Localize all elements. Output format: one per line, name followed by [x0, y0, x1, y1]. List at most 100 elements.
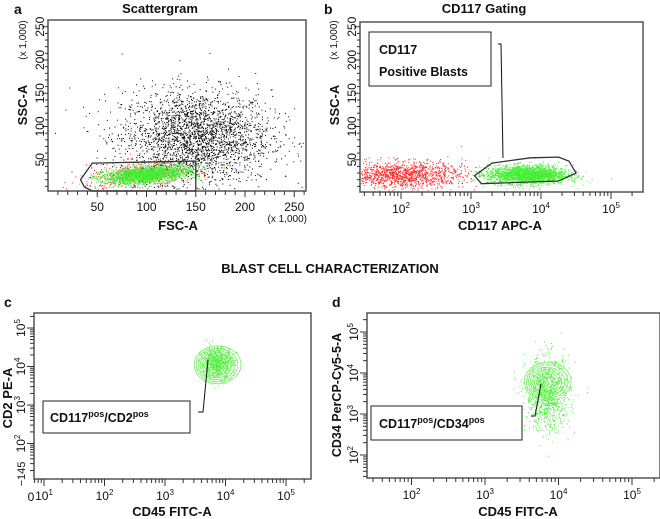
data-point: [221, 164, 223, 166]
data-point: [214, 149, 216, 151]
data-point: [211, 168, 213, 170]
data-point: [136, 159, 138, 161]
data-point: [113, 186, 115, 188]
data-point: [109, 184, 111, 185]
data-point: [199, 130, 201, 132]
data-point: [244, 159, 246, 161]
data-point: [205, 169, 207, 171]
data-point: [215, 136, 217, 138]
data-point: [249, 142, 251, 144]
data-point: [233, 132, 235, 133]
data-point: [196, 99, 198, 101]
data-point: [189, 140, 191, 142]
data-point: [166, 118, 168, 120]
data-point: [213, 139, 215, 141]
data-point: [153, 141, 155, 143]
data-point: [205, 108, 207, 109]
data-point: [285, 120, 287, 122]
data-point: [141, 127, 143, 129]
data-point: [251, 147, 253, 149]
data-point: [146, 145, 148, 147]
data-point: [181, 112, 183, 114]
data-point: [153, 174, 155, 176]
data-point: [212, 136, 214, 137]
data-point: [292, 142, 294, 144]
data-point: [170, 146, 171, 148]
data-point: [124, 168, 126, 170]
data-point: [133, 166, 135, 168]
data-point: [143, 153, 145, 155]
data-point: [99, 184, 101, 186]
data-point: [255, 136, 257, 138]
data-point: [204, 146, 206, 148]
data-point: [146, 174, 147, 176]
data-point: [260, 144, 262, 145]
data-point: [160, 179, 162, 180]
data-point: [157, 185, 159, 187]
data-point: [192, 155, 194, 157]
data-point: [169, 85, 171, 87]
data-point: [104, 175, 106, 177]
data-point: [246, 142, 247, 144]
data-point: [163, 111, 165, 113]
data-point: [170, 87, 172, 89]
data-point: [179, 155, 181, 157]
data-point: [181, 89, 183, 91]
data-point: [171, 164, 172, 166]
data-point: [145, 135, 147, 137]
data-point: [156, 178, 158, 180]
data-point: [93, 175, 95, 177]
data-point: [156, 165, 157, 167]
data-point: [206, 132, 208, 134]
data-point: [193, 168, 195, 170]
data-point: [108, 186, 110, 188]
data-point: [207, 176, 209, 178]
data-point: [242, 139, 244, 141]
data-point: [165, 146, 167, 148]
data-point: [176, 169, 177, 171]
data-point: [171, 159, 173, 161]
data-point: [126, 178, 128, 180]
data-point: [238, 116, 240, 118]
data-point: [172, 166, 174, 168]
data-point: [278, 131, 280, 133]
data-point: [169, 130, 171, 132]
data-point: [160, 174, 162, 176]
data-point: [233, 159, 235, 161]
data-point: [159, 179, 161, 180]
data-point: [186, 117, 188, 119]
data-point: [155, 128, 157, 130]
data-point: [153, 168, 155, 170]
data-point: [190, 167, 192, 169]
data-point: [235, 171, 237, 173]
data-point: [266, 157, 268, 159]
data-point: [128, 109, 130, 111]
data-point: [150, 101, 152, 103]
data-point: [101, 187, 103, 189]
data-point: [155, 162, 157, 164]
data-point: [180, 157, 182, 158]
data-point: [157, 133, 159, 135]
data-point: [195, 154, 197, 156]
data-point: [179, 142, 181, 144]
data-point: [252, 102, 254, 103]
data-point: [130, 173, 132, 175]
data-point: [97, 172, 99, 174]
data-point: [154, 181, 156, 183]
data-point: [143, 112, 145, 114]
data-point: [157, 182, 159, 184]
data-point: [236, 178, 238, 180]
data-point: [190, 179, 192, 181]
data-point: [211, 132, 213, 134]
data-point: [167, 122, 169, 123]
data-point: [172, 122, 174, 124]
data-point: [150, 135, 152, 137]
data-point: [134, 179, 136, 181]
data-point: [192, 175, 194, 177]
data-point: [121, 175, 123, 177]
data-point: [192, 166, 194, 168]
data-point: [167, 181, 169, 183]
data-point: [186, 141, 188, 142]
data-point: [181, 166, 183, 168]
data-point: [149, 169, 151, 171]
